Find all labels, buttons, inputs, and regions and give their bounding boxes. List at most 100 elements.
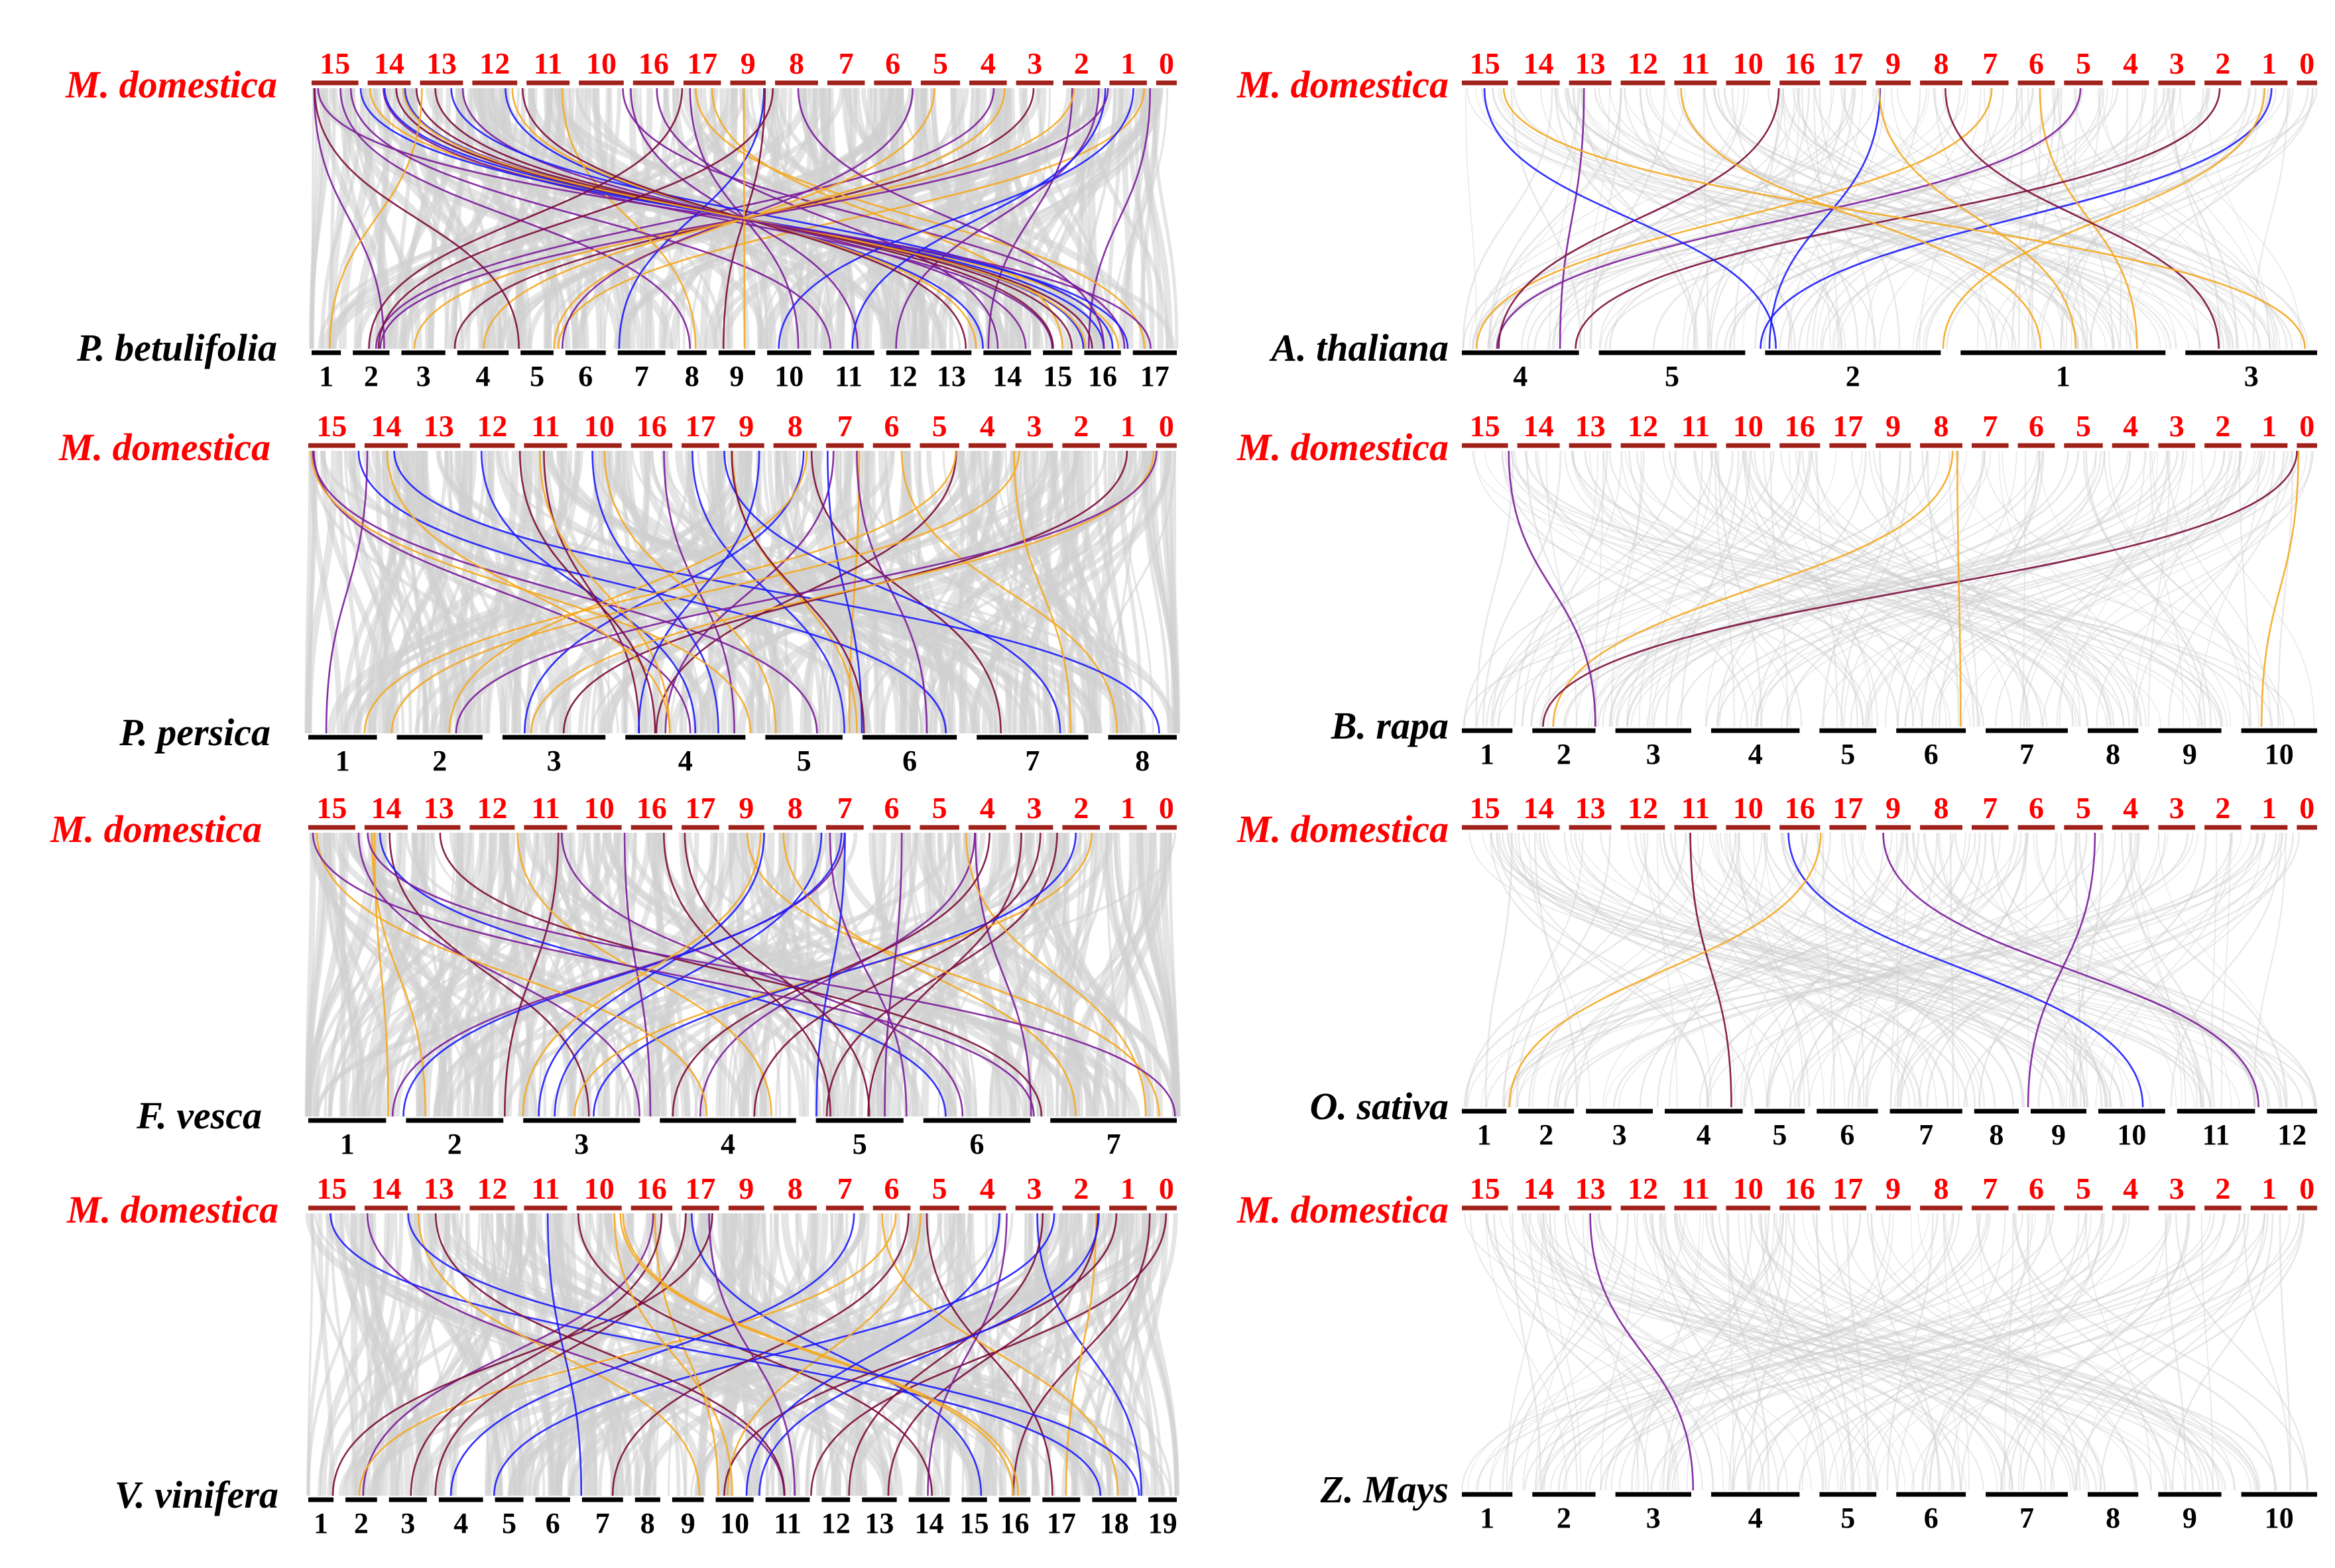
reference-chromosome-label: 3	[1027, 46, 1042, 80]
background-link	[1644, 1213, 2236, 1491]
background-link	[1674, 1213, 1915, 1491]
background-link	[1555, 832, 1763, 1108]
background-link	[1731, 832, 2169, 1108]
background-link	[1833, 88, 2168, 349]
reference-chromosome-label: 11	[531, 409, 560, 443]
background-link	[748, 450, 781, 734]
target-chromosome-label: 5	[502, 1507, 516, 1539]
reference-species-label: M. domestica	[58, 426, 270, 469]
reference-chromosome-label: 6	[884, 409, 900, 443]
background-link	[654, 832, 717, 1117]
target-chromosome-label: 10	[774, 360, 804, 392]
background-link	[1030, 832, 1046, 1117]
background-link	[2019, 450, 2169, 727]
background-link	[1931, 450, 2242, 727]
background-link	[870, 450, 879, 734]
background-link	[1522, 1213, 2173, 1491]
highlighted-link	[619, 1213, 1014, 1496]
background-link	[1530, 450, 2039, 727]
background-link	[1602, 832, 1903, 1108]
background-link	[1922, 1213, 2291, 1491]
highlighted-link	[881, 1213, 1119, 1496]
background-link	[426, 450, 487, 734]
background-link	[1754, 450, 2301, 727]
background-link	[2129, 832, 2289, 1108]
background-links	[308, 88, 1179, 349]
reference-chromosome-label: 16	[638, 46, 669, 80]
background-link	[1579, 88, 1746, 349]
reference-chromosome-label: 10	[584, 791, 615, 825]
reference-track: 15 14 13 12 11 10 16 17 9 8 7 6 5 4 3 2 1 0	[308, 409, 1177, 448]
background-link	[1553, 832, 1954, 1108]
reference-chromosome-label: 14	[371, 409, 402, 443]
background-link	[339, 832, 400, 1117]
background-link	[397, 1213, 448, 1496]
background-link	[1917, 1213, 2135, 1491]
highlighted-links	[310, 450, 1160, 734]
background-link	[1496, 832, 2151, 1108]
background-link	[1522, 1213, 1685, 1491]
background-link	[1963, 832, 2295, 1108]
background-link	[1885, 450, 2017, 727]
background-link	[1573, 1213, 2042, 1491]
background-link	[1724, 832, 1985, 1108]
background-link	[1550, 1213, 2211, 1491]
background-link	[1610, 1213, 1861, 1491]
background-link	[835, 832, 884, 1117]
background-link	[1842, 1213, 2102, 1491]
background-link	[514, 1213, 760, 1496]
background-link	[1673, 1213, 2075, 1491]
background-link	[1728, 1213, 1734, 1491]
highlighted-link	[987, 88, 1073, 349]
reference-chromosome-label: 8	[788, 791, 803, 825]
background-link	[2082, 450, 2212, 727]
target-chromosome-label: 12	[2277, 1118, 2306, 1151]
background-link	[1486, 832, 2194, 1108]
background-link	[2017, 1213, 2168, 1491]
background-link	[1745, 450, 2112, 727]
target-chromosome-label: 18	[1100, 1507, 1129, 1539]
background-link	[1506, 1213, 1544, 1491]
background-link	[1516, 832, 1611, 1108]
highlighted-link	[407, 1213, 1140, 1496]
background-link	[437, 450, 1000, 734]
background-link	[1004, 450, 1059, 734]
background-link	[1671, 1213, 2115, 1491]
background-link	[1699, 832, 2022, 1108]
background-link	[1756, 450, 2102, 727]
target-chromosome-label: 11	[2202, 1118, 2230, 1151]
background-link	[950, 88, 971, 349]
background-link	[1467, 1213, 1953, 1491]
highlighted-link	[623, 832, 652, 1117]
background-link	[1504, 450, 2125, 727]
reference-chromosome-label: 11	[1681, 1172, 1710, 1205]
highlighted-links	[1508, 450, 2300, 727]
background-link	[1583, 88, 1610, 349]
background-link	[1852, 1213, 2224, 1491]
reference-chromosome-label: 11	[1681, 791, 1710, 825]
background-link	[1946, 88, 2314, 349]
reference-chromosome-label: 16	[636, 1172, 667, 1205]
target-chromosome-label: 8	[2106, 1502, 2120, 1534]
highlighted-link	[367, 832, 1176, 1117]
reference-chromosome-label: 7	[1982, 1172, 1998, 1205]
target-track: 1 2 3 4 5 6 7 8 9 10 11 12 13 14 15 16 17 18 19	[308, 1497, 1177, 1539]
background-link	[1547, 450, 1598, 727]
background-link	[1669, 832, 2109, 1108]
background-link	[1101, 832, 1164, 1117]
reference-chromosome-label: 3	[2169, 46, 2185, 80]
background-link	[1639, 832, 1905, 1108]
highlighted-link	[1575, 88, 2221, 349]
background-link	[1842, 1213, 2266, 1491]
reference-chromosome-label: 16	[1785, 791, 1815, 825]
background-link	[1731, 88, 1859, 349]
background-link	[810, 88, 827, 349]
background-link	[2025, 832, 2029, 1108]
reference-chromosome-label: 5	[2076, 1172, 2091, 1205]
background-link	[309, 450, 343, 734]
reference-chromosome-label: 6	[2029, 409, 2044, 443]
background-link	[1541, 1213, 1862, 1491]
background-link	[2129, 88, 2263, 349]
background-link	[820, 88, 872, 349]
